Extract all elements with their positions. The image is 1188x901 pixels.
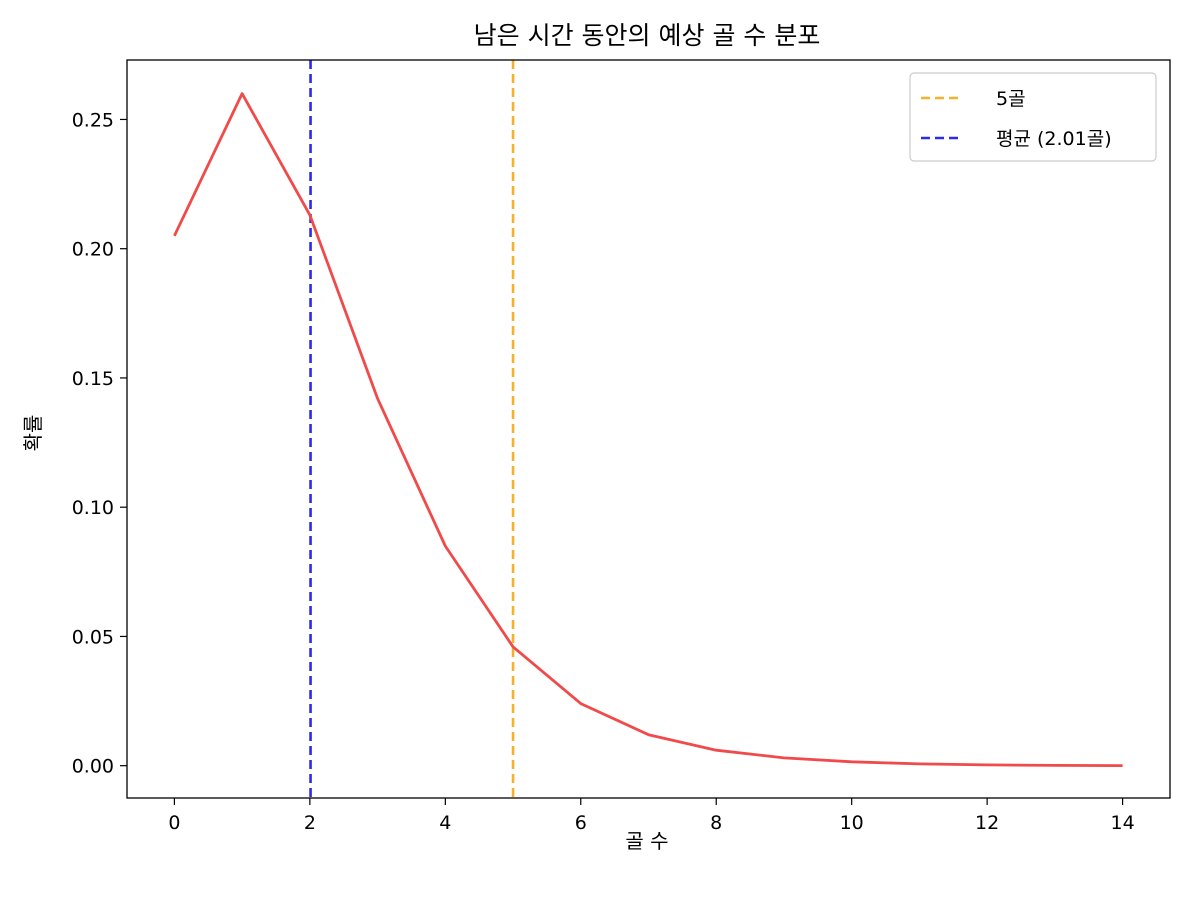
x-tick-label: 12 xyxy=(975,812,999,834)
legend-label-mean: 평균 (2.01골) xyxy=(996,128,1112,150)
x-tick-label: 6 xyxy=(575,812,587,834)
legend-box xyxy=(909,72,1157,162)
y-tick-label: 0.20 xyxy=(72,239,114,261)
x-axis-label: 골 수 xyxy=(625,829,668,853)
y-tick-label: 0.15 xyxy=(72,368,114,390)
y-tick-label: 0.05 xyxy=(72,626,114,648)
x-tick-label: 2 xyxy=(304,812,316,834)
y-axis-label: 확률 xyxy=(21,415,45,452)
x-tick-label: 4 xyxy=(439,812,451,834)
reference-lines xyxy=(309,60,515,798)
x-tick-label: 8 xyxy=(710,812,722,834)
plot-frame xyxy=(126,59,1171,799)
x-tick-label: 0 xyxy=(168,812,180,834)
series-group xyxy=(173,92,1123,767)
plot-area xyxy=(126,59,1171,799)
chart-title: 남은 시간 동안의 예상 골 수 분포 xyxy=(474,21,821,50)
x-axis: 0 2 4 6 8 10 12 14 xyxy=(168,798,1135,834)
series-line-0 xyxy=(173,92,1123,767)
y-tick-label: 0.00 xyxy=(72,756,114,778)
y-tick-label: 0.25 xyxy=(72,109,114,131)
y-axis: 0.00 0.05 0.10 0.15 0.20 0.25 xyxy=(72,109,127,778)
legend-label-5goals: 5골 xyxy=(996,88,1026,110)
x-tick-label: 14 xyxy=(1110,812,1134,834)
x-tick-label: 10 xyxy=(840,812,864,834)
legend: 5골 평균 (2.01골) xyxy=(909,72,1157,162)
y-tick-label: 0.10 xyxy=(72,497,114,519)
